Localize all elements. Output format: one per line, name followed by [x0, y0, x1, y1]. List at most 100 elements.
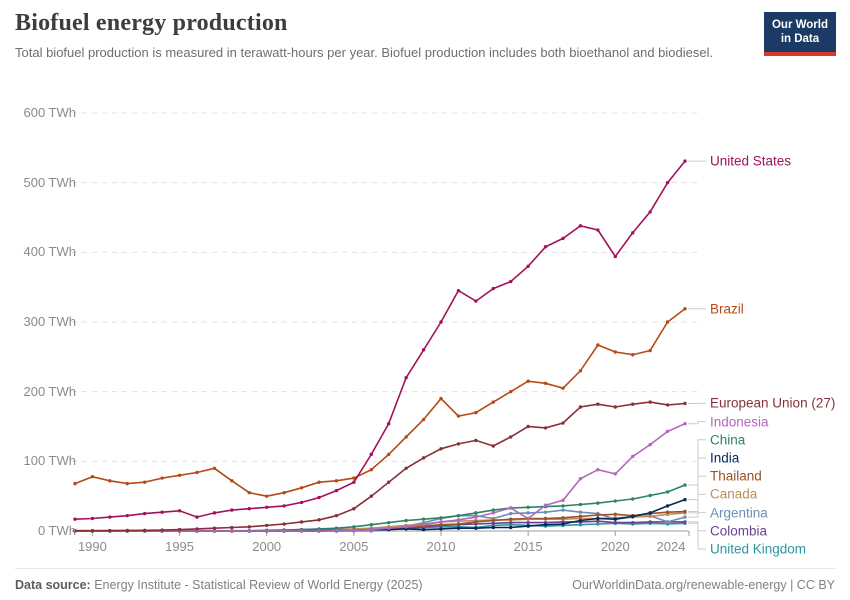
data-point[interactable]: [369, 527, 373, 532]
data-point[interactable]: [439, 320, 443, 324]
data-point[interactable]: [212, 529, 217, 533]
series-label-indonesia[interactable]: Indonesia: [710, 414, 769, 430]
data-point[interactable]: [631, 454, 635, 459]
data-point[interactable]: [369, 467, 373, 472]
data-point[interactable]: [683, 307, 687, 311]
data-point[interactable]: [90, 528, 95, 533]
data-point[interactable]: [683, 422, 687, 426]
data-point[interactable]: [195, 527, 199, 531]
data-point[interactable]: [596, 519, 600, 523]
data-point[interactable]: [334, 479, 339, 483]
data-point[interactable]: [212, 466, 217, 470]
series-line-european-union-27-[interactable]: [75, 401, 686, 532]
data-point[interactable]: [578, 518, 583, 523]
data-point[interactable]: [334, 526, 339, 530]
data-point[interactable]: [456, 518, 461, 522]
data-point[interactable]: [683, 497, 687, 502]
data-point[interactable]: [387, 452, 391, 457]
data-point[interactable]: [509, 525, 513, 530]
data-point[interactable]: [648, 511, 652, 515]
data-point[interactable]: [317, 518, 321, 522]
data-point[interactable]: [421, 417, 426, 422]
data-point[interactable]: [456, 442, 461, 446]
data-point[interactable]: [543, 510, 548, 514]
series-label-colombia[interactable]: Colombia: [710, 523, 768, 539]
data-point[interactable]: [334, 513, 339, 518]
data-point[interactable]: [299, 520, 304, 524]
data-point[interactable]: [596, 402, 600, 406]
data-point[interactable]: [143, 511, 147, 516]
data-point[interactable]: [230, 479, 234, 483]
data-point[interactable]: [177, 527, 182, 532]
data-point[interactable]: [265, 523, 269, 528]
data-point[interactable]: [387, 422, 391, 426]
data-point[interactable]: [352, 476, 356, 480]
data-point[interactable]: [247, 507, 251, 511]
attribution-link[interactable]: OurWorldinData.org/renewable-energy | CC…: [572, 578, 835, 592]
data-point[interactable]: [613, 517, 617, 521]
data-point[interactable]: [596, 343, 600, 347]
data-point[interactable]: [561, 498, 565, 503]
data-point[interactable]: [509, 435, 513, 439]
data-point[interactable]: [387, 520, 391, 525]
data-point[interactable]: [474, 526, 478, 530]
data-point[interactable]: [543, 426, 548, 430]
data-point[interactable]: [247, 525, 251, 529]
data-point[interactable]: [596, 522, 600, 526]
data-point[interactable]: [352, 507, 356, 511]
data-point[interactable]: [352, 528, 356, 533]
data-point[interactable]: [334, 528, 339, 533]
data-point[interactable]: [613, 254, 617, 259]
data-point[interactable]: [90, 474, 95, 479]
data-point[interactable]: [439, 527, 443, 531]
data-point[interactable]: [404, 525, 408, 529]
data-point[interactable]: [369, 523, 373, 527]
data-point[interactable]: [613, 520, 617, 525]
data-point[interactable]: [73, 517, 77, 521]
data-point[interactable]: [474, 511, 478, 515]
series-label-india[interactable]: India: [710, 450, 740, 466]
data-point[interactable]: [578, 510, 583, 514]
data-point[interactable]: [421, 348, 426, 352]
data-point[interactable]: [683, 159, 687, 163]
data-point[interactable]: [648, 400, 652, 404]
data-point[interactable]: [578, 514, 583, 519]
data-point[interactable]: [456, 526, 461, 530]
data-point[interactable]: [282, 529, 286, 533]
data-point[interactable]: [352, 525, 356, 529]
data-point[interactable]: [613, 405, 617, 409]
data-point[interactable]: [73, 481, 77, 486]
data-point[interactable]: [491, 286, 495, 291]
series-label-china[interactable]: China: [710, 432, 746, 448]
data-point[interactable]: [491, 525, 495, 530]
data-point[interactable]: [474, 515, 478, 519]
data-point[interactable]: [578, 369, 583, 373]
data-point[interactable]: [509, 517, 513, 521]
data-point[interactable]: [265, 529, 269, 533]
data-point[interactable]: [543, 516, 548, 521]
series-line-united-states[interactable]: [74, 160, 686, 520]
data-point[interactable]: [317, 480, 321, 484]
data-point[interactable]: [474, 438, 478, 443]
series-label-thailand[interactable]: Thailand: [710, 468, 762, 484]
data-point[interactable]: [143, 480, 147, 484]
data-point[interactable]: [299, 486, 304, 490]
series-label-brazil[interactable]: Brazil: [710, 301, 744, 317]
data-point[interactable]: [631, 497, 635, 501]
data-point[interactable]: [683, 520, 687, 524]
data-point[interactable]: [648, 514, 652, 519]
series-label-canada[interactable]: Canada: [710, 486, 758, 502]
data-point[interactable]: [387, 480, 391, 484]
data-point[interactable]: [665, 490, 670, 494]
data-point[interactable]: [404, 466, 408, 470]
data-point[interactable]: [631, 353, 635, 357]
data-point[interactable]: [561, 504, 565, 508]
data-point[interactable]: [578, 405, 583, 409]
data-point[interactable]: [596, 228, 600, 232]
data-point[interactable]: [212, 511, 217, 515]
data-point[interactable]: [509, 520, 513, 525]
series-label-united-kingdom[interactable]: United Kingdom: [710, 541, 807, 557]
data-point[interactable]: [665, 320, 670, 324]
data-point[interactable]: [195, 470, 199, 475]
data-point[interactable]: [613, 512, 617, 516]
